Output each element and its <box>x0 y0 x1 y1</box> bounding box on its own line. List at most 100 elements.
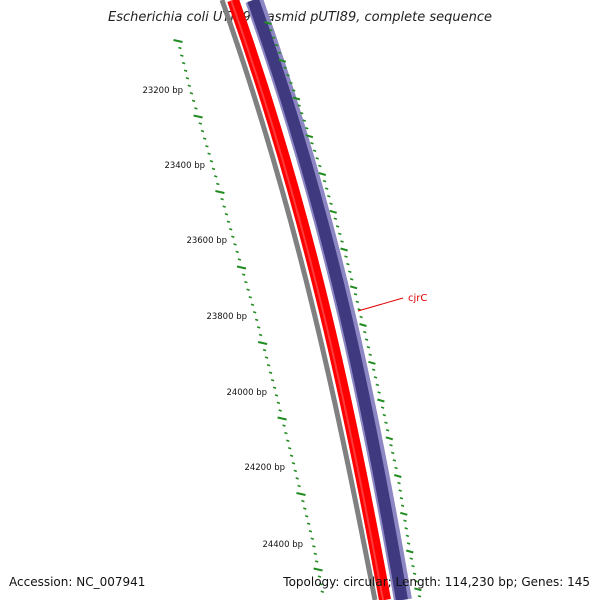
ruler-tick-left <box>304 514 309 518</box>
ruler-tick-right <box>399 496 404 500</box>
ruler-tick-left <box>313 567 323 572</box>
ruler-tick-left <box>209 160 214 163</box>
ruler-tick-right <box>368 360 376 365</box>
ruler-tick-right <box>414 579 418 583</box>
ruler-tick-left <box>256 326 261 329</box>
ruler-tick-right <box>400 511 408 516</box>
ruler-label: 24400 bp <box>262 540 303 550</box>
ruler-tick-right <box>344 255 348 258</box>
ruler-tick-left <box>222 205 226 208</box>
ruler-tick-right <box>382 413 387 417</box>
ruler-tick-right <box>346 262 350 266</box>
ruler-tick-right <box>353 293 358 296</box>
ruler-tick-left <box>257 341 268 345</box>
ruler-tick-left <box>310 537 315 541</box>
ruler-tick-left <box>191 99 196 103</box>
ruler-tick-left <box>213 175 218 178</box>
ruler-tick-right <box>324 187 329 190</box>
ruler-tick-left <box>314 560 319 563</box>
ruler-tick-left <box>266 363 271 367</box>
ruler-tick-left <box>282 424 286 427</box>
ruler-tick-right <box>310 142 314 145</box>
ruler-tick-right <box>271 36 276 39</box>
ruler-tick-right <box>366 345 371 349</box>
ruler-tick-right <box>398 489 402 492</box>
ruler-tick-left <box>248 295 253 299</box>
ruler-tick-right <box>371 368 376 372</box>
ruler-tick-right <box>274 43 279 47</box>
ruler-tick-right <box>302 119 307 122</box>
ruler-tick-right <box>384 421 388 424</box>
ruler-tick-right <box>269 28 273 32</box>
ruler-tick-left <box>185 76 190 80</box>
ruler-tick-left <box>180 54 184 57</box>
ruler-tick-right <box>318 172 327 176</box>
ruler-label: 23800 bp <box>206 312 247 322</box>
ruler-tick-right <box>377 391 381 394</box>
ruler-tick-right <box>333 217 338 221</box>
ruler-label: 23400 bp <box>164 161 205 171</box>
ruler-tick-right <box>364 338 369 341</box>
ruler-tick-right <box>305 126 309 130</box>
ruler-tick-right <box>299 111 304 115</box>
ruler-tick-left <box>254 318 259 322</box>
ruler-tick-left <box>226 220 231 223</box>
ruler-tick-left <box>287 446 292 450</box>
ruler-ticks-left <box>173 39 325 593</box>
ruler-tick-left <box>250 303 255 307</box>
ruler-tick-left <box>284 431 288 435</box>
ruler-tick-right <box>359 315 363 319</box>
ruler-tick-left <box>262 348 267 352</box>
ruler-tick-left <box>296 492 306 496</box>
ruler-tick-left <box>194 107 198 110</box>
ruler-tick-right <box>348 270 352 273</box>
ruler-tick-right <box>318 164 322 168</box>
ruler-tick-right <box>340 247 348 252</box>
ruler-tick-right <box>404 527 408 530</box>
ruler-tick-right <box>291 89 296 92</box>
ruler-tick-left <box>312 545 316 548</box>
ruler-tick-left <box>183 69 188 72</box>
ruler-tick-left <box>320 590 325 593</box>
ruler-tick-left <box>319 582 323 586</box>
ruler-tick-left <box>252 311 257 314</box>
ruler-tick-right <box>315 157 319 160</box>
ruler-tick-left <box>301 499 305 503</box>
ruler-tick-right <box>277 51 282 54</box>
ruler-tick-left <box>295 477 299 480</box>
ruler-tick-right <box>406 549 414 554</box>
ruler-tick-left <box>303 507 307 510</box>
ruler-tick-left <box>200 129 205 133</box>
gene-label-line <box>357 297 404 312</box>
ruler-tick-right <box>289 81 293 85</box>
ruler-label: 23200 bp <box>142 86 183 96</box>
ruler-tick-left <box>317 575 322 578</box>
ruler-tick-left <box>193 114 203 119</box>
ruler-tick-right <box>292 96 301 101</box>
ruler-tick-right <box>392 459 397 462</box>
ruler-tick-right <box>397 481 401 485</box>
ruler-tick-left <box>228 228 233 231</box>
ruler-tick-left <box>289 454 294 458</box>
ruler-tick-right <box>394 466 398 470</box>
ruler-tick-right <box>417 595 422 598</box>
gene-label-cjrC: cjrC <box>408 293 427 304</box>
ruler-tick-right <box>403 519 407 523</box>
ruler-tick-right <box>363 330 367 334</box>
ruler-tick-left <box>231 235 235 239</box>
ruler-tick-right <box>312 149 317 153</box>
ruler-tick-left <box>291 462 296 465</box>
ruler-tick-right <box>340 240 344 243</box>
ruler-tick-right <box>406 542 411 545</box>
ruler-tick-left <box>270 379 275 382</box>
ruler-label: 24000 bp <box>226 388 267 398</box>
ruler-ticks-right <box>264 21 422 598</box>
ruler-tick-left <box>178 46 182 50</box>
ruler-labels: 23200 bp 23400 bp 23600 bp 23800 bp 2400… <box>142 86 303 550</box>
ruler-tick-right <box>389 444 393 447</box>
ruler-tick-left <box>258 333 263 337</box>
ruler-tick-left <box>215 190 225 194</box>
ruler-tick-right <box>357 308 361 311</box>
ruler-tick-left <box>235 250 239 254</box>
